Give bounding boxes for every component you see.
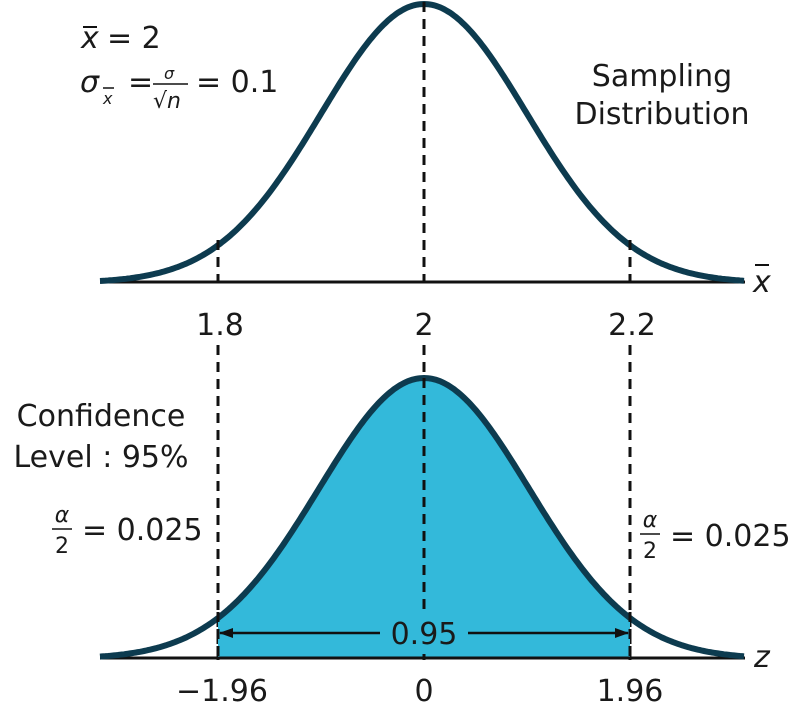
- confidence-line1: Confidence: [17, 399, 186, 434]
- top-axis-label: x: [752, 265, 771, 300]
- mean-symbol: x: [80, 21, 99, 56]
- bottom-tick-center: 0: [414, 674, 433, 709]
- right-alpha-annotation: α 2 = 0.025: [640, 508, 791, 564]
- bottom-tick-right: 1.96: [597, 674, 664, 709]
- left-alpha-value: = 0.025: [82, 513, 203, 548]
- mean-annotation: x = 2: [80, 21, 161, 56]
- top-normal-curve: [99, 0, 745, 284]
- right-alpha-denominator: 2: [643, 539, 657, 564]
- bottom-axis-label: z: [753, 640, 771, 675]
- standard-error-value: = 0.1: [196, 65, 278, 100]
- mean-value: = 2: [107, 21, 161, 56]
- top-sampling-distribution: x = 2 σ x = σ √ n = 0.1 Sampling Distrib…: [80, 0, 771, 343]
- sampling-title-line2: Distribution: [574, 97, 749, 132]
- radical-symbol: √: [153, 89, 168, 114]
- left-alpha-numerator: α: [55, 503, 70, 528]
- sigma-subscript: x: [102, 89, 113, 108]
- top-tick-left: 1.8: [196, 308, 244, 343]
- top-tick-right: 2.2: [608, 308, 656, 343]
- right-alpha-value: = 0.025: [670, 519, 791, 554]
- left-alpha-denominator: 2: [55, 534, 69, 559]
- standard-error-annotation: σ x = σ √ n = 0.1: [80, 64, 278, 114]
- right-alpha-numerator: α: [643, 508, 658, 533]
- radical-variable: n: [167, 89, 181, 114]
- sigma-symbol: σ: [80, 65, 100, 100]
- bottom-normal-curve: [99, 374, 745, 660]
- left-alpha-annotation: α 2 = 0.025: [52, 503, 203, 559]
- sigma-equals: =: [128, 65, 153, 100]
- bottom-tick-left: −1.96: [176, 674, 268, 709]
- bottom-standard-normal: 0.95 Confidence Level : 95% α 2 = 0.025 …: [13, 374, 791, 709]
- fraction-numerator: σ: [164, 64, 175, 83]
- area-label-backdrop: [377, 614, 473, 654]
- confidence-line2: Level : 95%: [13, 440, 188, 475]
- sampling-title-line1: Sampling: [592, 59, 732, 94]
- area-label: 0.95: [391, 617, 458, 652]
- top-tick-center: 2: [414, 308, 433, 343]
